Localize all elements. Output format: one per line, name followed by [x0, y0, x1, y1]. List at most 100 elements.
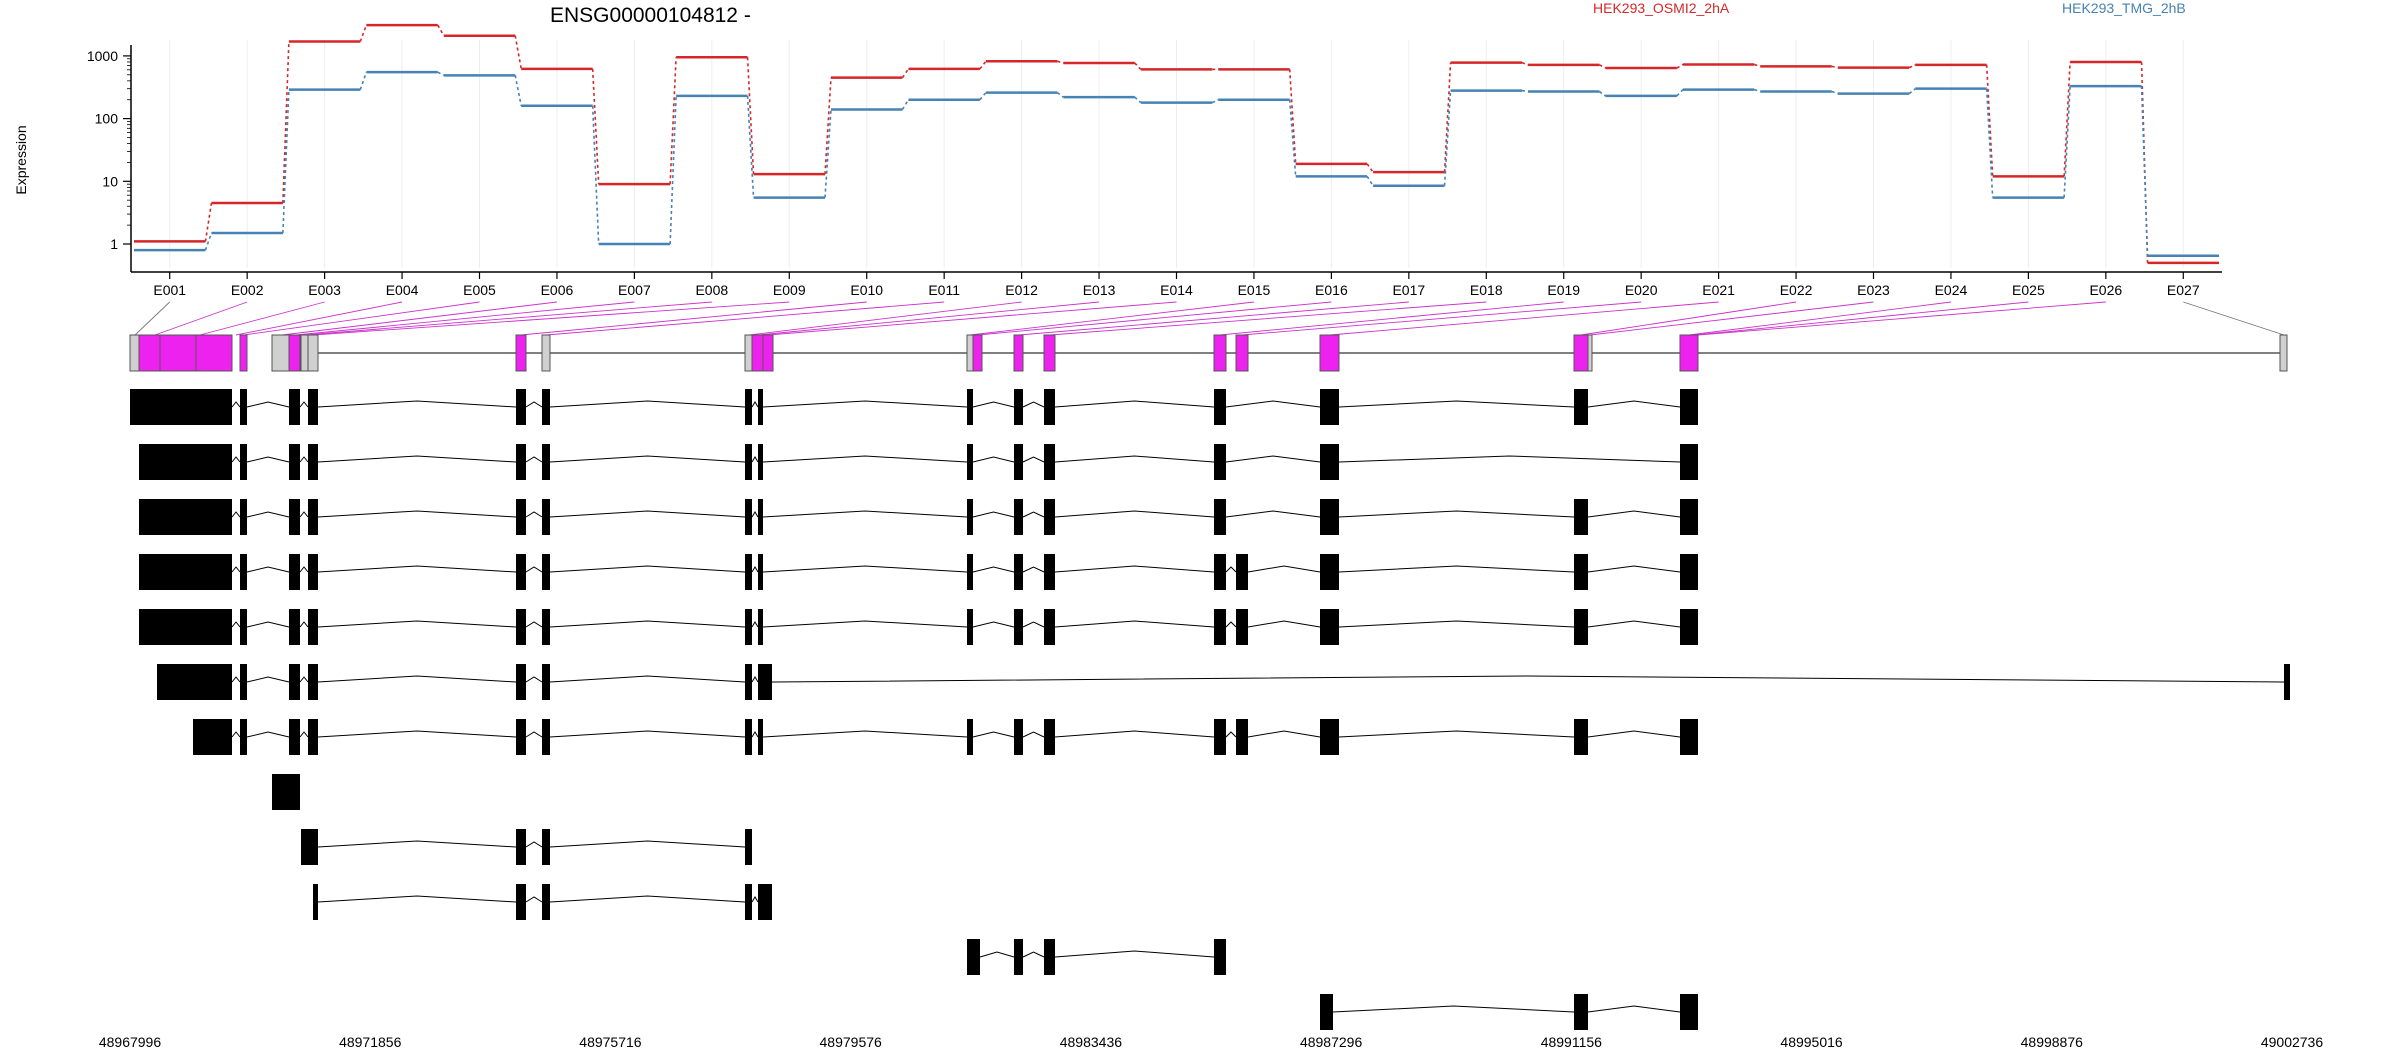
- exon-block: [289, 719, 300, 755]
- intron-line: [751, 511, 759, 518]
- x-tick-label: E016: [1315, 282, 1348, 298]
- exon-connector: [977, 301, 1332, 336]
- x-tick-label: E027: [2167, 282, 2200, 298]
- transcript-5: [139, 609, 1698, 645]
- data-connector: [1676, 63, 1684, 69]
- data-connector: [1443, 62, 1452, 173]
- intron-line: [549, 510, 746, 518]
- exon-block: [1213, 334, 1227, 372]
- exon-connector: [2183, 301, 2285, 336]
- transcript-3: [139, 499, 1698, 535]
- intron-line: [246, 456, 290, 463]
- data-connector: [1056, 91, 1064, 98]
- exon-block: [542, 554, 550, 590]
- intron-line: [1247, 730, 1321, 738]
- exon-connector: [304, 301, 712, 336]
- exon-block: [516, 554, 526, 590]
- intron-line: [762, 565, 968, 573]
- intron-line: [1022, 566, 1045, 573]
- exon-block: [745, 554, 752, 590]
- genome-tick-label: 48967996: [99, 1034, 162, 1050]
- exon-connector: [1688, 301, 1952, 336]
- data-connector: [669, 95, 677, 245]
- exon-block: [139, 554, 232, 590]
- intron-line: [231, 731, 241, 738]
- genome-tick-label: 48975716: [579, 1034, 642, 1050]
- exon-connector: [1697, 301, 2106, 336]
- exon-block: [289, 499, 300, 535]
- data-connector: [591, 68, 600, 185]
- exon-block: [1214, 389, 1226, 425]
- genome-tick-label: 48971856: [339, 1034, 402, 1050]
- intron-line: [972, 621, 1015, 628]
- data-connector: [282, 41, 290, 204]
- exon-block: [967, 939, 980, 975]
- data-connector: [204, 232, 213, 251]
- intron-line: [1022, 731, 1045, 738]
- intron-line: [525, 401, 543, 408]
- intron-line: [1225, 510, 1321, 518]
- intron-line: [549, 455, 746, 463]
- intron-line: [299, 676, 309, 683]
- exon-block: [758, 444, 763, 480]
- exon-block: [542, 719, 550, 755]
- legend-series-2: HEK293_TMG_2hB: [2062, 0, 2186, 16]
- exon-block: [240, 389, 247, 425]
- exon-block: [1320, 554, 1339, 590]
- intron-line: [231, 401, 241, 408]
- plot-axes: 1 10 100 1000 E001 E002 E003 E004 E005 E006 E007 E0…: [87, 45, 2222, 298]
- exon-block: [516, 389, 526, 425]
- exon-connector: [134, 301, 171, 336]
- intron-line: [299, 401, 309, 408]
- exon-block: [1014, 719, 1023, 755]
- exon-block: [516, 609, 526, 645]
- data-connector: [1598, 90, 1606, 97]
- intron-line: [525, 621, 543, 628]
- data-connector: [1985, 88, 1994, 198]
- exon-block: [516, 664, 526, 700]
- exon-block: [516, 499, 526, 535]
- x-tick-label: E023: [1857, 282, 1890, 298]
- exon-block: [1044, 939, 1055, 975]
- exon-block: [967, 554, 973, 590]
- exon-block: [1320, 389, 1339, 425]
- exon-block: [967, 609, 973, 645]
- exon-block: [1214, 719, 1226, 755]
- x-tick-label: E026: [2089, 282, 2122, 298]
- intron-line: [549, 565, 746, 573]
- exon-connector: [295, 301, 635, 336]
- exon-connector: [1241, 301, 1642, 336]
- intron-line: [246, 401, 290, 408]
- exon-connector: [199, 301, 325, 336]
- intron-line: [762, 400, 968, 408]
- exon-block: [967, 719, 973, 755]
- intron-line: [317, 840, 517, 848]
- data-connector: [1908, 64, 1916, 69]
- exon-connector: [969, 301, 1254, 336]
- intron-line: [751, 401, 759, 408]
- intron-line: [525, 841, 543, 848]
- intron-line: [1225, 455, 1321, 463]
- data-connector: [1366, 163, 1374, 173]
- exon-block: [744, 334, 753, 372]
- exon-connector: [520, 301, 867, 336]
- genome-tick-label: 48995016: [1780, 1034, 1843, 1050]
- intron-line: [299, 621, 309, 628]
- genome-tick-label: 48991156: [1541, 1034, 1602, 1050]
- data-connector: [591, 105, 600, 245]
- intron-line: [1054, 455, 1215, 463]
- exon-block: [972, 334, 983, 372]
- intron-line: [317, 455, 517, 463]
- data-connector: [514, 35, 523, 70]
- intron-line: [972, 511, 1015, 518]
- exon-block: [308, 389, 318, 425]
- exon-block: [1574, 389, 1588, 425]
- exon-block: [289, 444, 300, 480]
- transcript-4: [139, 554, 1698, 590]
- intron-line: [979, 951, 1015, 958]
- intron-line: [231, 511, 241, 518]
- y-tick-label: 10: [102, 173, 118, 189]
- intron-line: [246, 621, 290, 628]
- expression-series: [134, 23, 2219, 265]
